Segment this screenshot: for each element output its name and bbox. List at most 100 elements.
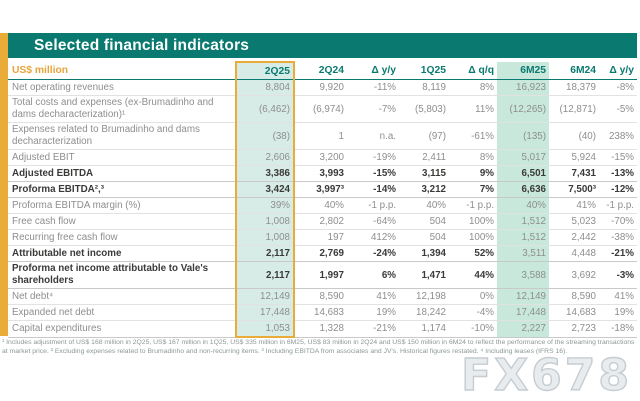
cell: -38%	[599, 229, 637, 246]
cell: 3,997³	[294, 181, 347, 198]
cell: -64%	[347, 213, 399, 230]
cell: 1,512	[497, 213, 549, 230]
column-header-Δy/y: Δ y/y	[347, 62, 399, 80]
cell: 8,119	[399, 79, 449, 96]
cell: 18,379	[549, 79, 599, 96]
row-label: Proforma EBITDA²,³	[8, 181, 236, 198]
table-row: Attributable net income 2,117 2,769 -24% 1,3…	[8, 245, 637, 262]
table-row: Proforma net income attributable to Vale…	[8, 261, 637, 289]
cell: 17,448	[235, 304, 295, 321]
row-label: Expanded net debt	[8, 304, 236, 321]
cell: 504	[399, 229, 449, 246]
cell: 3,993	[294, 165, 347, 182]
section-title: Selected financial indicators	[34, 37, 250, 54]
row-label: Net debt⁴	[8, 288, 236, 305]
cell: 1	[294, 122, 347, 150]
cell: 2,769	[294, 245, 347, 262]
cell: 100%	[449, 229, 497, 246]
cell: -70%	[599, 213, 637, 230]
cell: 197	[294, 229, 347, 246]
cell: -13%	[599, 165, 637, 182]
cell: -24%	[347, 245, 399, 262]
cell: 41%	[549, 197, 599, 214]
cell: 8,804	[235, 79, 295, 96]
cell: 9%	[449, 165, 497, 182]
cell: 1,174	[399, 320, 449, 338]
cell: 3,424	[235, 181, 295, 198]
cell: 100%	[449, 213, 497, 230]
footnote: ¹ Includes adjustment of US$ 168 million…	[2, 339, 635, 356]
row-label: Adjusted EBIT	[8, 149, 236, 166]
row-label: Attributable net income	[8, 245, 236, 262]
cell: (97)	[399, 122, 449, 150]
row-label: Expenses related to Brumadinho and dams …	[8, 122, 236, 150]
table-row: Capital expenditures 1,053 1,328 -21% 1,174-…	[8, 320, 637, 338]
cell: 7,500³	[549, 181, 599, 198]
financial-indicators-table: US$ million 2Q25 2Q24 Δ y/y 1Q25 Δ q/q 6M25 6M2…	[8, 61, 637, 338]
cell: 41%	[599, 288, 637, 305]
cell: 1,008	[235, 229, 295, 246]
cell: 6%	[347, 261, 399, 289]
column-header-Δy/y: Δ y/y	[599, 62, 637, 80]
row-label: Capital expenditures	[8, 320, 236, 338]
cell: 2,117	[235, 245, 295, 262]
cell: 1,394	[399, 245, 449, 262]
cell: 12,149	[497, 288, 549, 305]
cell: (12,265)	[497, 95, 549, 123]
cell: -21%	[347, 320, 399, 338]
cell: (40)	[549, 122, 599, 150]
cell: 2,606	[235, 149, 295, 166]
cell: 2,117	[235, 261, 295, 289]
table-header-row: US$ million 2Q25 2Q24 Δ y/y 1Q25 Δ q/q 6M25 6M2…	[8, 61, 637, 80]
cell: 41%	[347, 288, 399, 305]
table-row: Recurring free cash flow 1,008 197 412% 504 1…	[8, 229, 637, 246]
cell: 504	[399, 213, 449, 230]
cell: -21%	[599, 245, 637, 262]
cell: 412%	[347, 229, 399, 246]
cell: 2,411	[399, 149, 449, 166]
cell: 5,023	[549, 213, 599, 230]
cell: 16,923	[497, 79, 549, 96]
cell: -5%	[599, 95, 637, 123]
cell: 1,997	[294, 261, 347, 289]
cell: 5,924	[549, 149, 599, 166]
cell: 2,442	[549, 229, 599, 246]
table-row: Expanded net debt 17,448 14,683 19% 18,242 -4…	[8, 304, 637, 321]
cell: 7%	[449, 181, 497, 198]
cell: n.a.	[347, 122, 399, 150]
cell: 1,471	[399, 261, 449, 289]
cell: (6,974)	[294, 95, 347, 123]
row-label: Proforma EBITDA margin (%)	[8, 197, 236, 214]
table-row: Adjusted EBITDA 3,386 3,993 -15% 3,115 9% 6,50…	[8, 165, 637, 182]
cell: 4,448	[549, 245, 599, 262]
cell: (5,803)	[399, 95, 449, 123]
cell: 12,198	[399, 288, 449, 305]
cell: (6,462)	[235, 95, 295, 123]
cell: (38)	[235, 122, 295, 150]
cell: 12,149	[235, 288, 295, 305]
cell: 14,683	[549, 304, 599, 321]
table-row: Adjusted EBIT 2,606 3,200 -19% 2,411 8% 5,017 5…	[8, 149, 637, 166]
cell: -61%	[449, 122, 497, 150]
cell: 52%	[449, 245, 497, 262]
cell: -10%	[449, 320, 497, 338]
table-row: Net operating revenues 8,804 9,920 -11% 8,11…	[8, 79, 637, 96]
section-title-bar: Selected financial indicators	[8, 33, 637, 58]
cell: -3%	[599, 261, 637, 289]
cell: 40%	[399, 197, 449, 214]
cell: 0%	[449, 288, 497, 305]
cell: 3,511	[497, 245, 549, 262]
column-header-1Q25: 1Q25	[399, 62, 449, 80]
row-label: Free cash flow	[8, 213, 236, 230]
cell: -15%	[347, 165, 399, 182]
cell: 9,920	[294, 79, 347, 96]
cell: -18%	[599, 320, 637, 338]
table-body: Net operating revenues 8,804 9,920 -11% 8,11…	[8, 79, 637, 338]
table-row: Expenses related to Brumadinho and dams …	[8, 122, 637, 150]
cell: 2,227	[497, 320, 549, 338]
cell: 6,501	[497, 165, 549, 182]
cell: 39%	[235, 197, 295, 214]
table-row: Total costs and expenses (ex-Brumadinho …	[8, 95, 637, 123]
cell: 14,683	[294, 304, 347, 321]
cell: -1 p.p.	[347, 197, 399, 214]
